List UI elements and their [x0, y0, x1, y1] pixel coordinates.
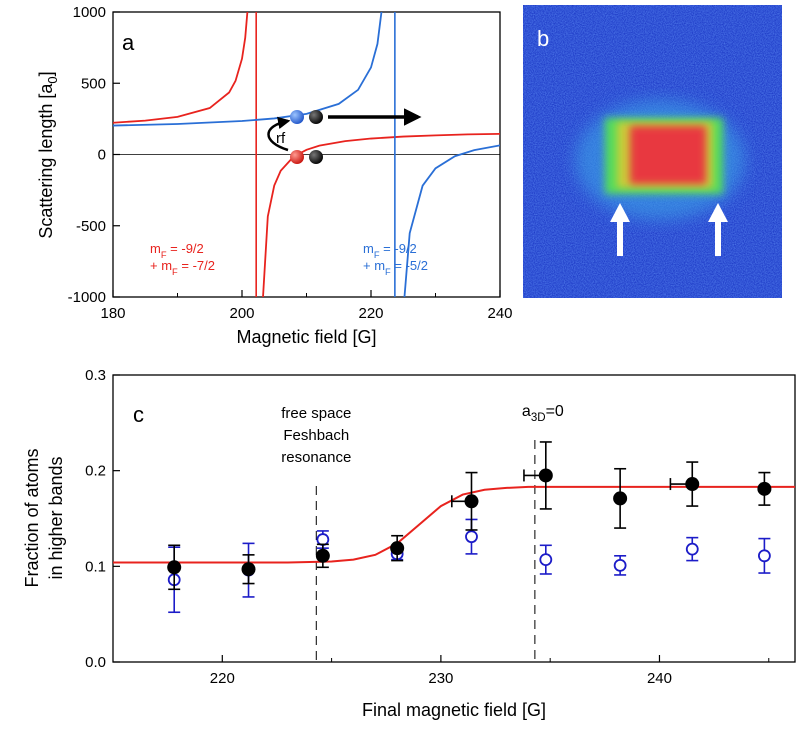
data-point [167, 560, 182, 575]
annotation: rf [276, 130, 286, 147]
atom [290, 110, 304, 124]
legend-entry: + mF = -5/2 [363, 258, 428, 277]
data-point [315, 548, 330, 563]
data-point [613, 558, 627, 572]
data-point [241, 562, 256, 577]
y-axis-label: Scattering length [a0] [36, 71, 60, 238]
series-line [113, 12, 500, 297]
data-point [538, 468, 553, 483]
atom [309, 150, 323, 164]
y-axis-label-part: Scattering length [a [36, 83, 56, 239]
reference-label: a3D=0 [522, 403, 564, 424]
y-tick-label: -500 [76, 218, 106, 235]
y-tick-label: 0.2 [85, 463, 106, 480]
x-tick-label: 200 [229, 305, 254, 322]
y-tick-label: -1000 [68, 289, 106, 306]
x-tick-label: 240 [647, 670, 672, 687]
x-tick-label: 220 [358, 305, 383, 322]
data-point [757, 549, 771, 563]
legend-entry-part: = -5/2 [391, 258, 428, 273]
arrow [610, 203, 630, 256]
y-axis-label: in higher bands [46, 456, 66, 579]
legend-entry-part: m [363, 241, 374, 256]
image-panel [523, 5, 782, 298]
reference-label: free space [281, 405, 351, 422]
legend-entry: + mF = -7/2 [150, 258, 215, 277]
data-point [613, 491, 628, 506]
panel-label: a [122, 30, 135, 55]
data-point [465, 530, 478, 544]
y-axis-label-part: ] [36, 71, 56, 76]
fit-curve [113, 485, 795, 564]
x-axis-label: Final magnetic field [G] [362, 700, 546, 720]
y-tick-label: 0.1 [85, 558, 106, 575]
data-point [685, 542, 699, 556]
data-point [316, 533, 330, 546]
data-point [685, 477, 700, 492]
legend-entry-part: = -7/2 [178, 258, 215, 273]
y-axis-label: Fraction of atoms [22, 448, 42, 587]
reference-label-part: a [522, 403, 531, 420]
plot-frame [112, 374, 796, 663]
legend-entry: mF = -9/2 [150, 241, 204, 260]
y-tick-label: 1000 [73, 4, 106, 21]
legend-entry-part: F [161, 250, 167, 260]
reference-label-part: =0 [546, 403, 564, 420]
legend-entry: mF = -9/2 [363, 241, 417, 260]
series-line [113, 12, 500, 297]
legend-entry-part: F [385, 267, 391, 277]
y-tick-label: 500 [81, 75, 106, 92]
legend-entry-part: + m [150, 258, 172, 273]
panel-label: c [133, 402, 144, 427]
legend-entry-part: F [374, 250, 380, 260]
legend-entry-part: = -9/2 [167, 241, 204, 256]
data-point [390, 541, 405, 556]
atom-pair-illustration [267, 108, 422, 164]
y-tick-label: 0.3 [85, 367, 106, 384]
cloud-core [630, 126, 706, 184]
x-tick-label: 230 [428, 670, 453, 687]
arrows [610, 203, 728, 256]
data-point [539, 553, 553, 567]
y-tick-label: 0 [98, 147, 106, 164]
y-axis-label-part: 0 [45, 76, 60, 83]
x-tick-label: 180 [100, 305, 125, 322]
x-axis-label: Magnetic field [G] [236, 327, 376, 347]
legend-entry-part: m [150, 241, 161, 256]
legend-entry-part: = -9/2 [380, 241, 417, 256]
x-tick-label: 220 [210, 670, 235, 687]
atom [309, 110, 323, 124]
reference-label: resonance [281, 449, 351, 466]
data-point [464, 494, 479, 509]
data-point [757, 481, 772, 496]
atom [290, 150, 304, 164]
x-tick-label: 240 [487, 305, 512, 322]
reference-label-part: 3D [531, 412, 546, 424]
legend-entry-part: + m [363, 258, 385, 273]
panel-label: b [537, 26, 549, 51]
y-tick-label: 0.0 [85, 654, 106, 671]
legend-entry-part: F [172, 267, 178, 277]
rf-arrow [267, 116, 291, 152]
arrow [708, 203, 728, 256]
reference-label: Feshbach [283, 427, 349, 444]
